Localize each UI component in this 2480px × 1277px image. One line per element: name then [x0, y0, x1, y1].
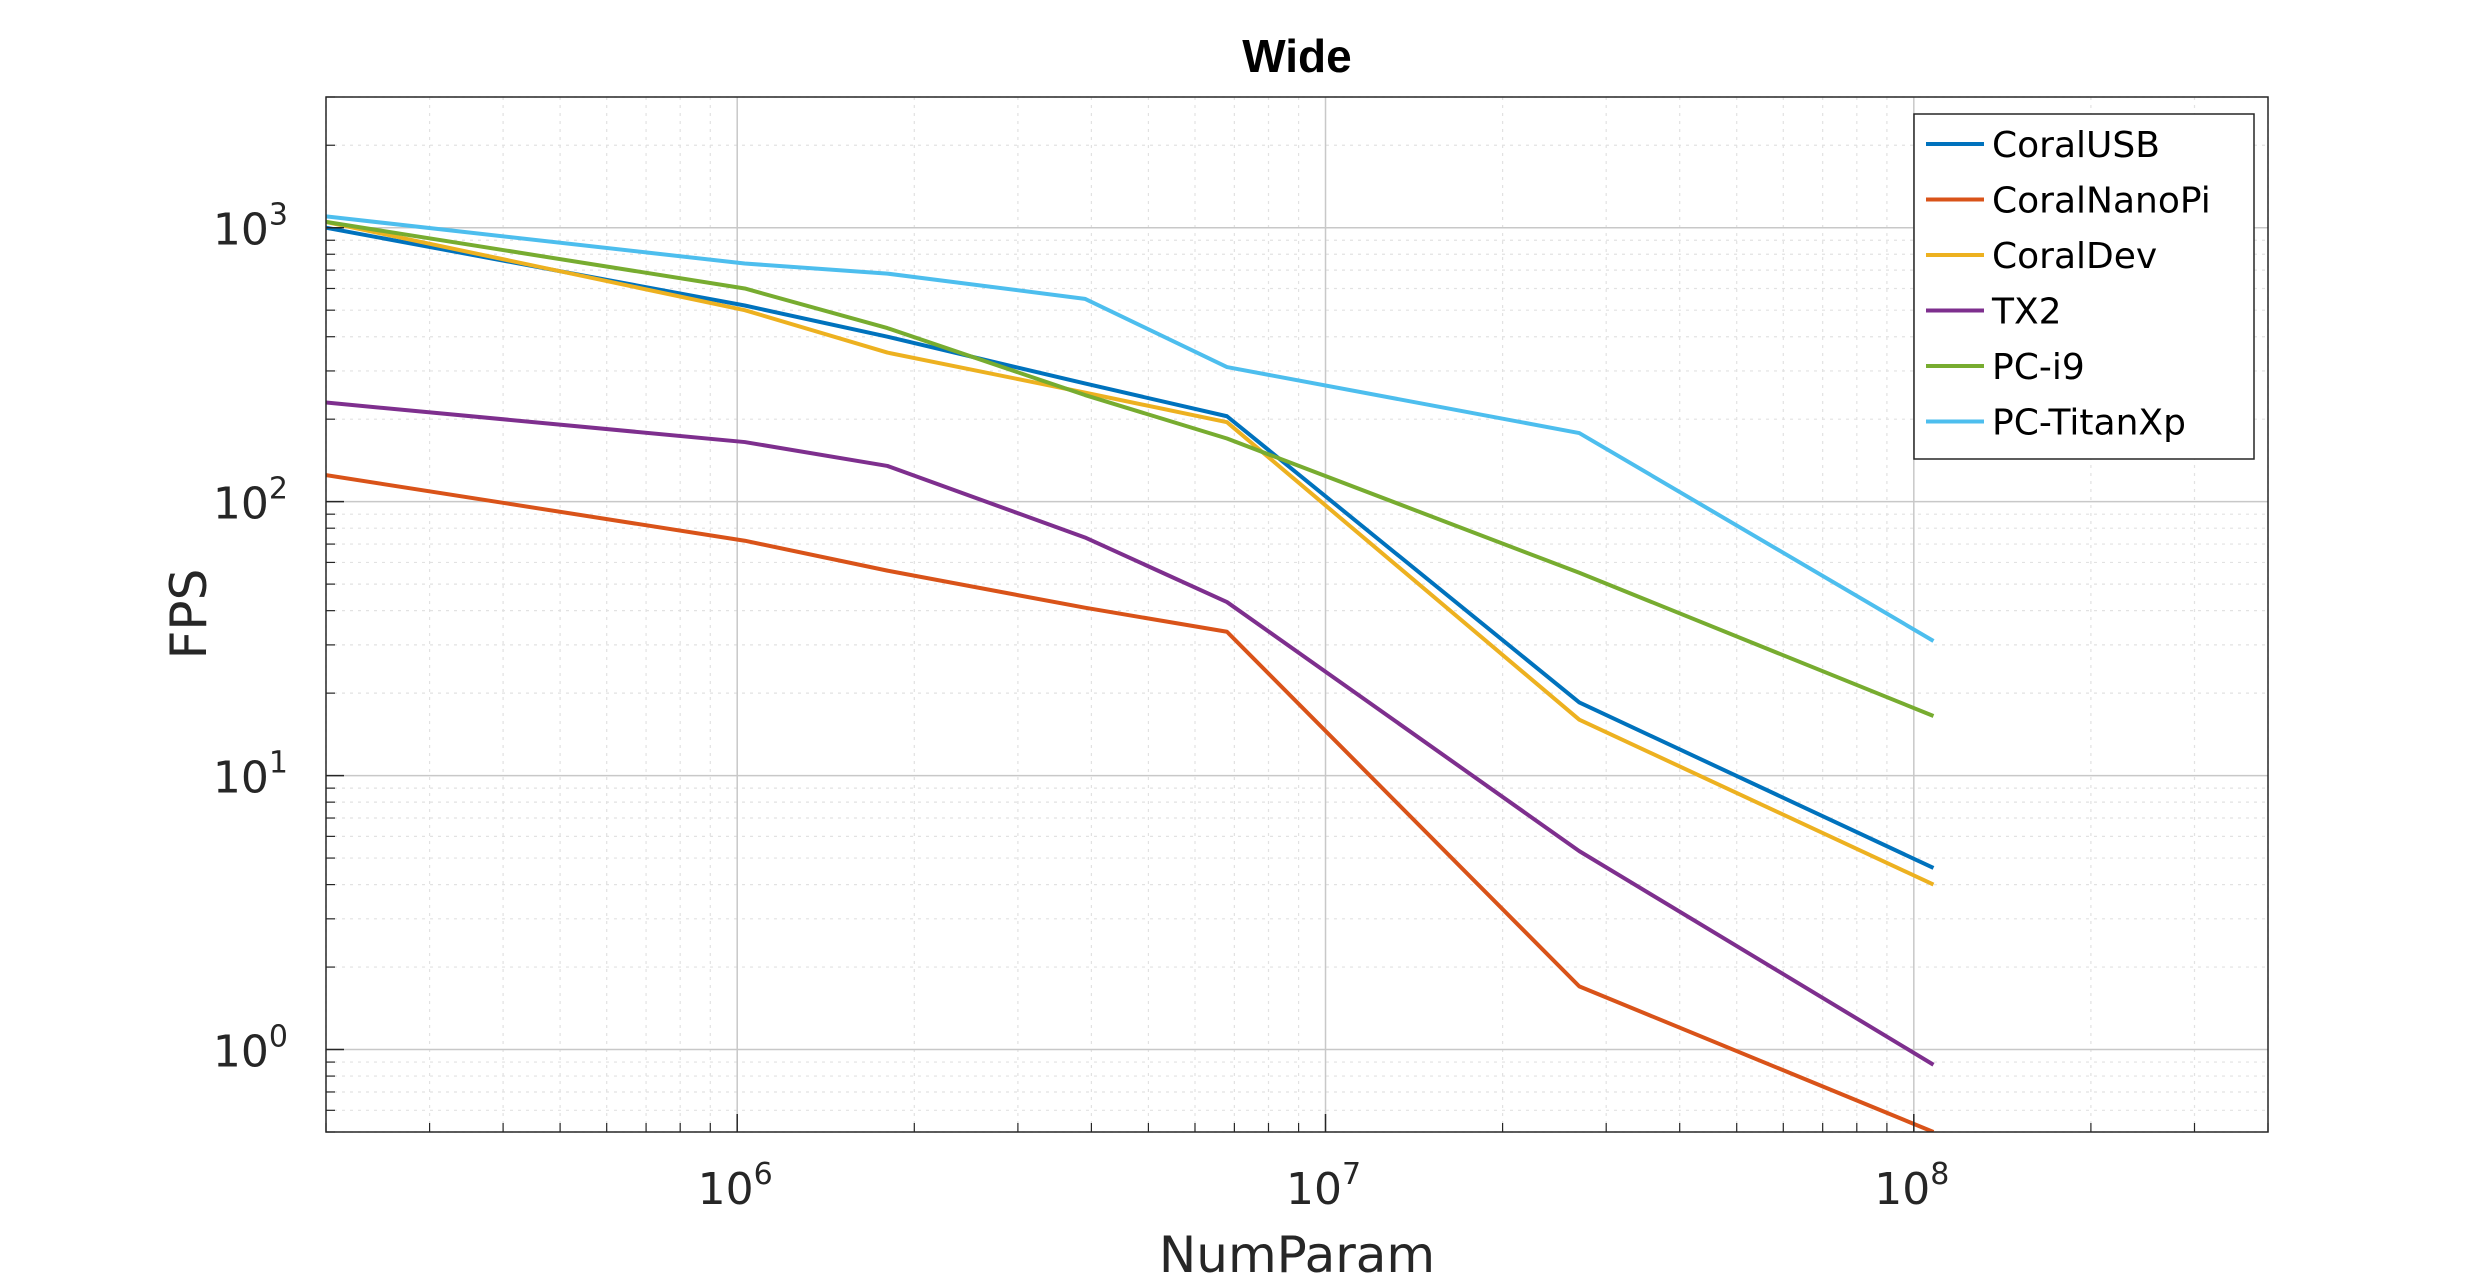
axis-ticks [325, 96, 2269, 1133]
plot-frame [325, 96, 2269, 1133]
y-tick-exponent: 0 [269, 1020, 288, 1055]
x-tick-label: 108 [1874, 1157, 1949, 1215]
legend-label-coralnanopi: CoralNanoPi [1992, 181, 2211, 222]
y-tick-label: 102 [213, 472, 288, 530]
y-tick-exponent: 1 [269, 746, 288, 781]
series-line-coralnanopi [326, 473, 1935, 1132]
legend-label-tx2: TX2 [1991, 292, 2062, 333]
x-tick-base: 10 [698, 1164, 754, 1215]
y-tick-label: 103 [213, 198, 288, 256]
y-axis-label: FPS [160, 569, 218, 660]
y-tick-exponent: 3 [269, 198, 288, 233]
x-tick-label: 107 [1286, 1157, 1361, 1215]
x-tick-exponent: 8 [1930, 1157, 1949, 1192]
x-tick-exponent: 6 [754, 1157, 773, 1192]
legend-box [1913, 113, 2255, 460]
x-tick-base: 10 [1286, 1164, 1342, 1215]
legend-label-coralusb: CoralUSB [1992, 125, 2160, 166]
x-tick-exponent: 7 [1342, 1157, 1361, 1192]
series-line-coraldev [326, 219, 1935, 887]
series-layer [326, 214, 1935, 1132]
x-tick-label: 106 [698, 1157, 773, 1215]
legend-label-coraldev: CoralDev [1992, 236, 2157, 277]
y-tick-base: 10 [213, 1027, 269, 1078]
series-line-pc-titanxp [326, 214, 1935, 643]
series-line-pc-i9 [326, 219, 1935, 718]
y-tick-exponent: 2 [269, 472, 288, 507]
y-tick-base: 10 [213, 753, 269, 804]
y-tick-label: 100 [213, 1020, 288, 1078]
y-tick-base: 10 [213, 205, 269, 256]
y-tick-base: 10 [213, 479, 269, 530]
x-tick-base: 10 [1874, 1164, 1930, 1215]
x-tick-labels: 106 107 108 [698, 1157, 1950, 1215]
series-line-coralusb [326, 225, 1935, 870]
legend-label-pc-i9: PC-i9 [1992, 347, 2085, 388]
x-axis-label: NumParam [1159, 1226, 1435, 1277]
y-tick-label: 101 [213, 746, 288, 804]
series-line-tx2 [326, 400, 1935, 1067]
legend-label-pc-titanxp: PC-TitanXp [1992, 403, 2186, 444]
legend: CoralUSB CoralNanoPi CoralDev TX2 PC-i9 PC-Ti… [1913, 113, 2255, 460]
chart-title: Wide [1242, 30, 1351, 82]
